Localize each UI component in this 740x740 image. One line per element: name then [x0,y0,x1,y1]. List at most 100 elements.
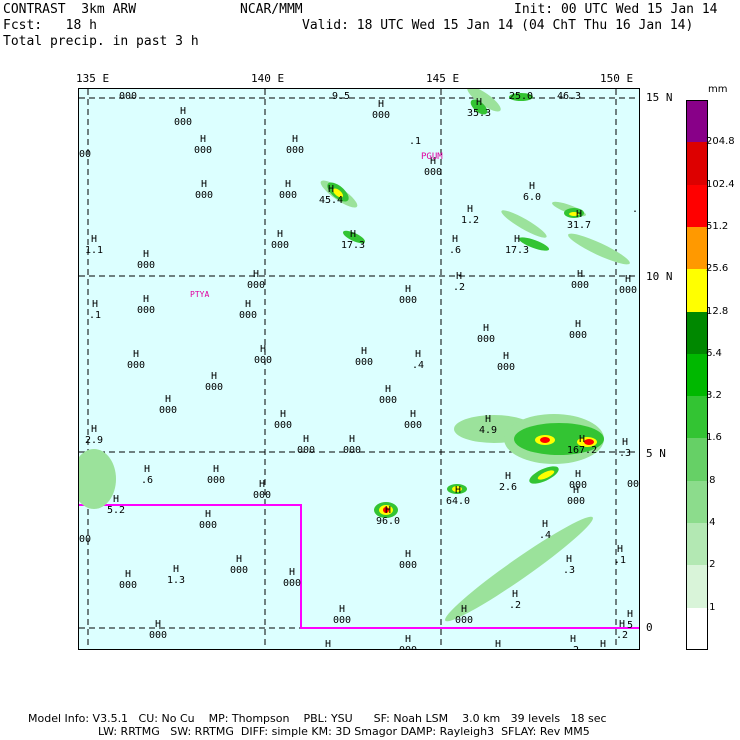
station-precip-value: 000 [372,110,391,121]
station-h-label: H [325,639,332,650]
station-marker: H .4 [412,349,424,371]
station-precip-value: 000 [274,420,293,431]
station-h-label: H [627,609,634,620]
precip-core [514,423,604,455]
station-h-label: H [514,234,521,245]
colorbar-swatch [686,142,708,185]
colorbar-tick-label: 3.2 [706,390,722,402]
lon-label: 135 E [76,72,110,85]
station-precip-value: .2 [509,600,522,611]
station-marker: H .4 [539,519,551,541]
station-marker: H 5.2 [107,494,125,516]
station-h-label: H [573,485,580,496]
lon-label: 145 E [426,72,460,85]
model-info: Model Info: V3.5.1 CU: No Cu MP: Thompso… [28,712,607,725]
station-precip-value: .2 [567,645,579,649]
station-precip-value: .2 [453,282,466,293]
place-label: PGUM [421,152,443,162]
precip-core [470,99,488,115]
station-h-label: H [483,323,490,334]
station-precip-value: 000 [343,445,362,456]
station-precip-value: 00 [79,149,92,160]
precip-core [518,237,550,251]
colorbar-swatch [686,100,708,143]
station-h-label: H [476,97,483,108]
station-marker: H .3 [619,437,631,459]
lon-label: 150 E [600,72,634,85]
station-h-label: H [622,437,629,448]
init-time: Init: 00 UTC Wed 15 Jan 14 [514,2,718,17]
station-h-label: H [253,269,260,280]
station-h-label: H [385,505,392,516]
station-precip-value: 000 [119,580,138,591]
station-precip-value: 4.9 [479,425,498,436]
station-h-label: H [455,485,462,496]
station-precip-value: 000 [297,445,316,456]
station-precip-value: 000 [477,334,496,345]
precip-area [568,233,630,265]
org-label: NCAR/MMM [240,2,303,17]
station-precip-value: .2 [616,630,629,641]
station-precip-value: 000 [286,145,305,156]
station-marker: 00 [79,149,91,160]
colorbar-swatch [686,184,708,227]
station-precip-value: .3 [563,565,576,576]
lat-label: 15 N [646,91,673,104]
precip-area [445,516,593,622]
station-marker: H .3 [563,554,575,576]
station-precip-value: 1.1 [85,245,104,256]
precip-heavy [569,212,579,216]
station-precip-value: 000 [355,357,374,368]
station-marker: H .6 [141,464,153,486]
station-h-label: H [625,274,632,285]
station-marker: H 167.2 [567,434,597,456]
station-h-label: H [201,179,208,190]
colorbar-swatch [686,438,708,481]
station-h-label: H [259,479,266,490]
station-h-label: H [410,409,417,420]
valid-time: Valid: 18 UTC Wed 15 Jan 14 (04 ChT Thu … [302,18,694,33]
model-physics: LW: RRTMG SW: RRTMG DIFF: simple KM: 3D … [98,725,590,738]
station-precip-value: 1.2 [461,215,480,226]
station-precip-value: 000 [283,578,302,589]
colorbar-tick-label: 25.6 [706,263,729,275]
forecast-hour: Fcst: 18 h [3,18,97,33]
station-marker: H 2.6 [499,471,517,493]
station-precip-value: 000 [159,405,178,416]
station-h-label: H [143,294,150,305]
colorbar-tick-label: .2 [706,559,716,571]
station-marker: H 96.0 [376,505,400,527]
station-h-label: H [461,604,468,615]
station-h-label: H [289,567,296,578]
model-title: CONTRAST 3km ARW [3,2,137,17]
station-h-label: H [292,134,299,145]
station-marker: H .6 [449,234,461,256]
station-h-label: H [542,519,549,530]
place-label: PTYA [190,290,210,299]
station-marker: H 17.3 [505,234,529,256]
colorbar-tick-label: .1 [706,601,716,613]
station-precip-value: 167.2 [567,445,598,456]
station-marker: 00 [627,479,639,490]
colorbar-swatch [686,226,708,270]
station-precip-value: .3 [619,448,632,459]
station-marker: H.2 [616,619,628,641]
station-marker: H.2 [509,589,521,611]
station-precip-value: 000 [279,190,298,201]
